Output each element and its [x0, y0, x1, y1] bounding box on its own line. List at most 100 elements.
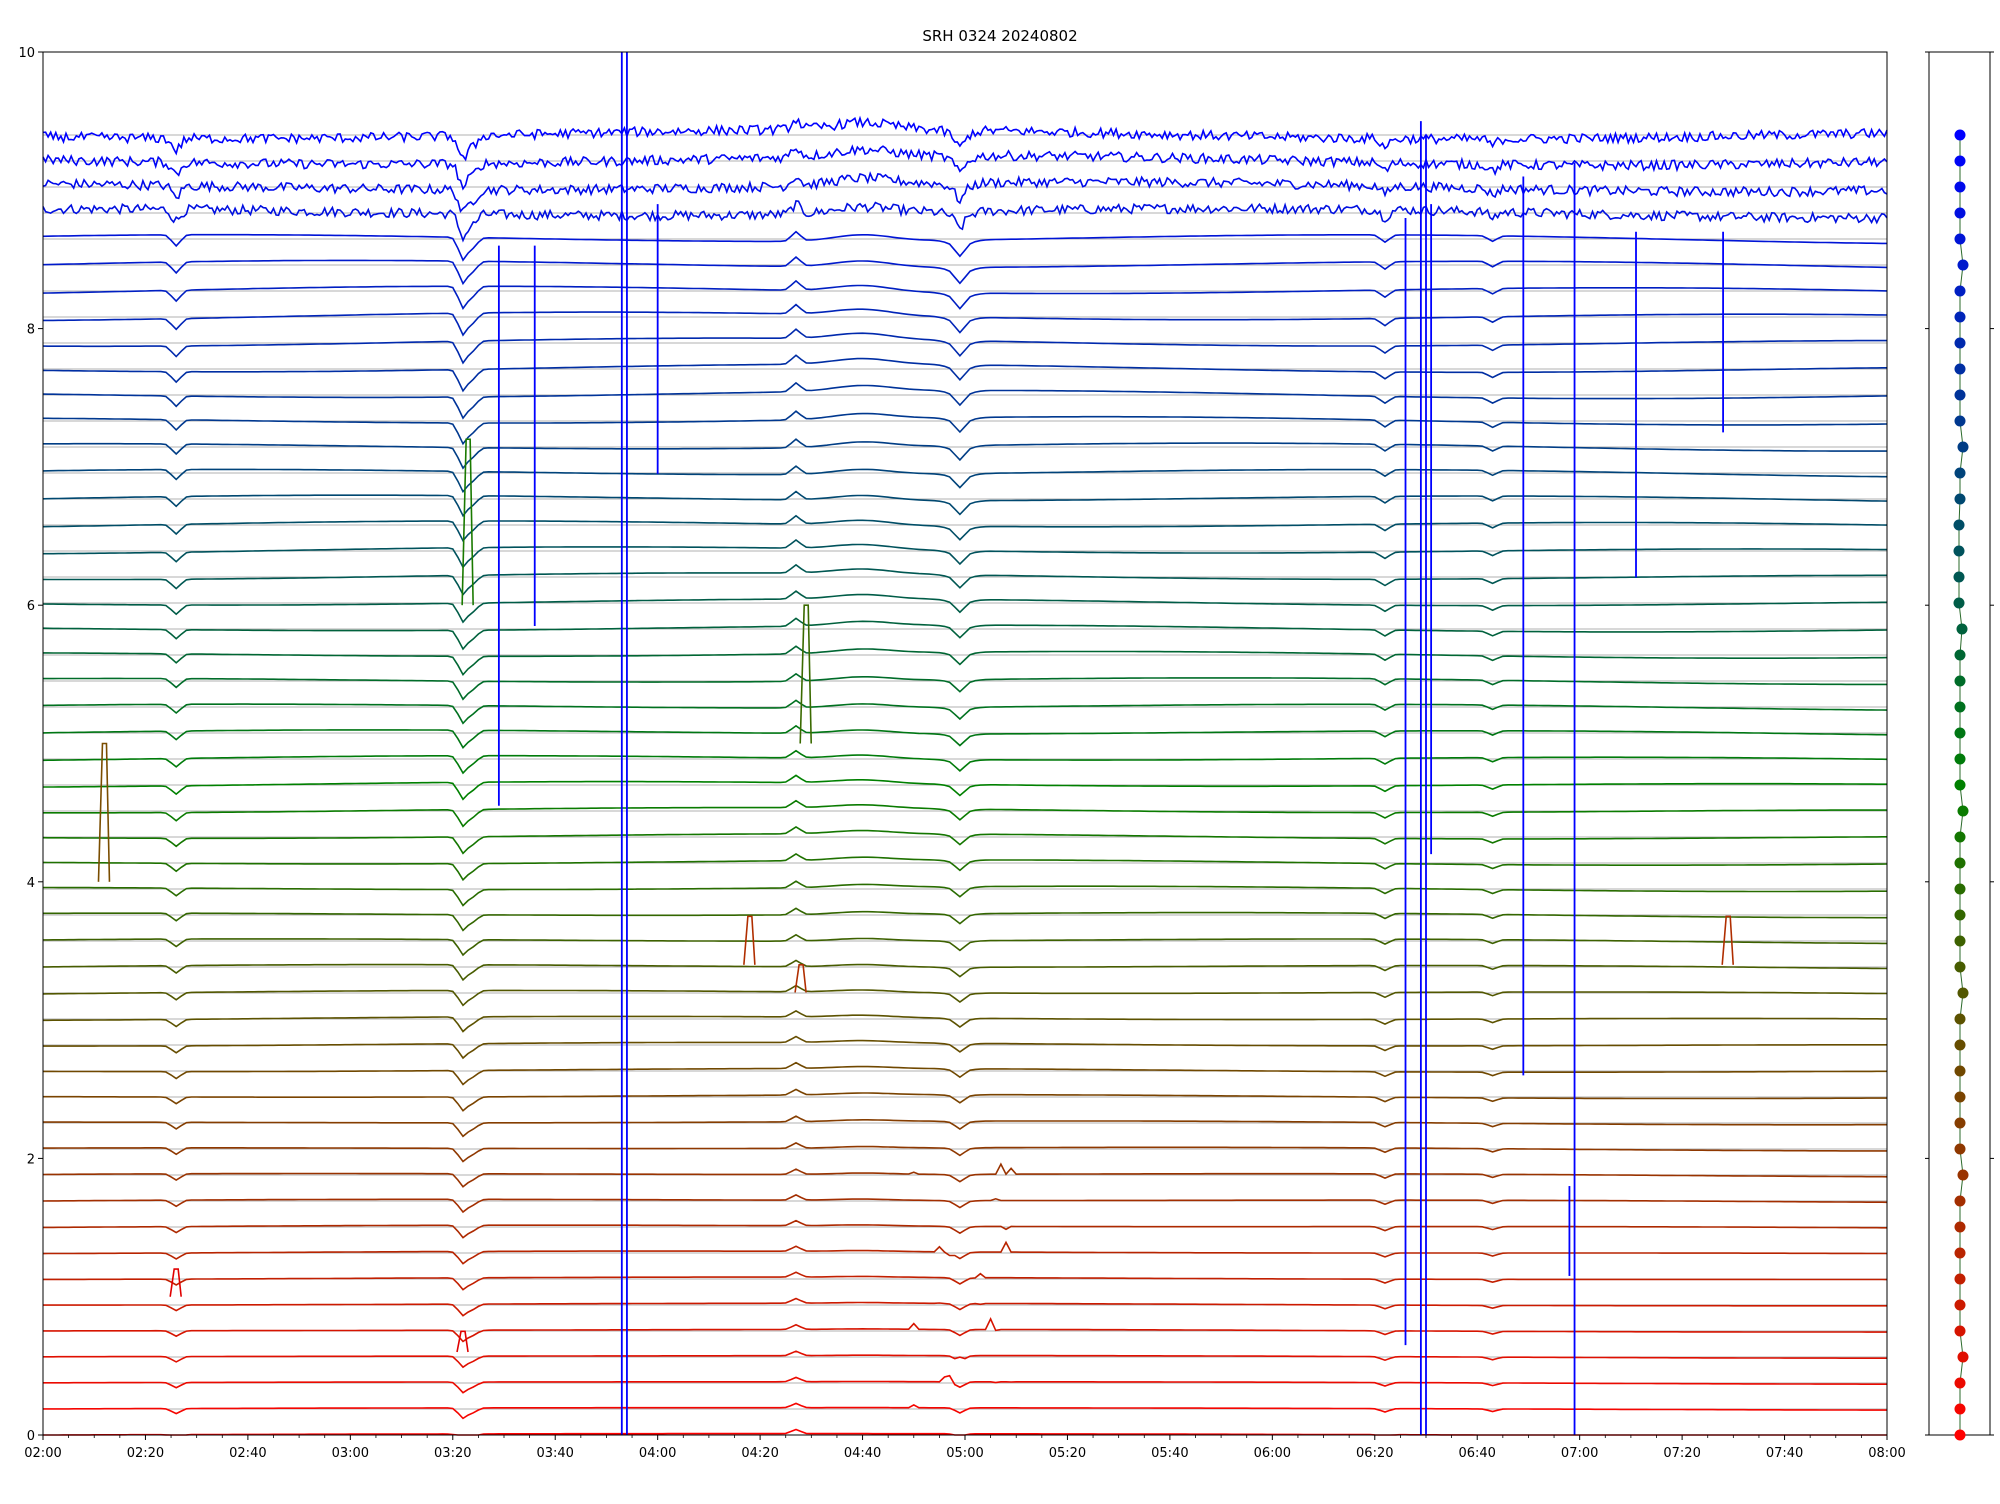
x-tick-label: 08:00: [1868, 1446, 1905, 1461]
x-tick-label: 04:00: [639, 1446, 676, 1461]
legend-dot: [1954, 233, 1966, 245]
x-tick-label: 07:40: [1766, 1446, 1803, 1461]
trace-line: [42, 230, 1887, 262]
legend-dot: [1954, 779, 1966, 791]
peak-mark: [97, 742, 111, 882]
x-tick-label: 04:40: [844, 1446, 881, 1461]
legend-dot: [1954, 207, 1966, 219]
peak-mark: [456, 1330, 469, 1353]
trace-line: [42, 984, 1887, 1007]
legend-dot: [1954, 363, 1966, 375]
trace-line: [42, 200, 1888, 243]
x-tick-label: 06:00: [1254, 1446, 1291, 1461]
peak-mark: [169, 1268, 182, 1297]
x-tick-label: 02:00: [24, 1446, 61, 1461]
trace-line: [43, 1009, 1887, 1033]
x-tick-label: 06:40: [1458, 1446, 1495, 1461]
legend-dot: [1957, 1351, 1969, 1363]
trace-line: [42, 724, 1888, 750]
trace-line: [43, 1374, 1887, 1394]
legend-dot: [1954, 311, 1966, 323]
trace-line: [43, 907, 1887, 932]
legend-dot: [1954, 935, 1966, 947]
trace-line: [43, 1035, 1887, 1060]
legend-dot: [1954, 181, 1966, 193]
peak-mark: [461, 438, 474, 606]
x-tick-label: 05:20: [1049, 1446, 1086, 1461]
trace-line: [43, 538, 1887, 569]
x-tick-label: 04:20: [741, 1446, 778, 1461]
legend-dot: [1953, 571, 1965, 583]
legend-dot: [1953, 545, 1965, 557]
trace-line: [42, 255, 1888, 286]
trace-line: [42, 563, 1887, 597]
legend-dot: [1954, 727, 1966, 739]
peak-mark: [794, 963, 807, 993]
x-tick-label: 06:20: [1356, 1446, 1393, 1461]
trace-line: [42, 1162, 1888, 1188]
y-tick-label: 8: [27, 323, 35, 338]
legend-dot: [1954, 675, 1966, 687]
trace-line: [43, 774, 1887, 801]
trace-line: [43, 410, 1888, 446]
legend-dot: [1954, 1377, 1966, 1389]
x-tick-label: 05:40: [1151, 1446, 1188, 1461]
trace-line: [42, 1194, 1888, 1214]
x-tick-label: 02:20: [127, 1446, 164, 1461]
peak-mark: [1721, 915, 1735, 965]
x-tick-label: 07:20: [1663, 1446, 1700, 1461]
trace-line: [43, 672, 1887, 701]
legend-dot: [1954, 1325, 1966, 1337]
legend-dot: [1954, 1143, 1966, 1155]
legend-dot: [1954, 1221, 1966, 1233]
trace-line: [43, 645, 1888, 676]
y-tick-label: 6: [27, 599, 35, 614]
legend-dot: [1954, 389, 1966, 401]
trace-line: [42, 514, 1888, 543]
trace-line: [43, 1142, 1887, 1163]
trace-line: [43, 1271, 1888, 1291]
legend-dot: [1954, 1117, 1966, 1129]
legend-dot: [1957, 987, 1969, 999]
y-tick-label: 0: [27, 1429, 35, 1444]
trace-line: [43, 933, 1887, 957]
spike-lines: [497, 52, 1724, 1435]
trace-lines: [42, 115, 1888, 1436]
trace-line: [42, 144, 1888, 191]
peak-mark: [743, 915, 756, 965]
trace-line: [43, 880, 1887, 907]
trace-line: [42, 328, 1887, 365]
trace-line: [42, 1240, 1887, 1265]
legend-dot: [1954, 155, 1966, 167]
legend-dot: [1954, 883, 1966, 895]
trace-line: [42, 115, 1888, 162]
legend-dot: [1953, 519, 1965, 531]
legend-dot: [1954, 1273, 1966, 1285]
y-tick-label: 10: [18, 46, 35, 61]
y-tick-label: 2: [27, 1152, 35, 1167]
trace-line: [42, 590, 1887, 624]
trace-line: [42, 699, 1888, 725]
y-tick-label: 4: [27, 876, 35, 891]
legend-dot: [1954, 337, 1966, 349]
x-tick-label: 03:20: [434, 1446, 471, 1461]
legend-dot: [1954, 1195, 1966, 1207]
trace-line: [42, 490, 1888, 518]
trace-line: [43, 1402, 1887, 1420]
trace-line: [43, 1061, 1887, 1086]
x-tick-label: 03:40: [536, 1446, 573, 1461]
trace-line: [43, 1350, 1887, 1369]
legend-dot: [1957, 1169, 1969, 1181]
legend-dot: [1957, 259, 1969, 271]
x-tick-label: 07:00: [1561, 1446, 1598, 1461]
trace-line: [43, 1316, 1887, 1343]
legend-dot: [1954, 467, 1966, 479]
trace-line: [42, 749, 1888, 775]
legend-strip: [1925, 51, 1994, 1441]
trace-line: [42, 381, 1888, 420]
legend-dot: [1954, 1091, 1966, 1103]
trace-line: [42, 465, 1887, 494]
legend-dot: [1954, 415, 1966, 427]
trace-line: [42, 354, 1887, 393]
